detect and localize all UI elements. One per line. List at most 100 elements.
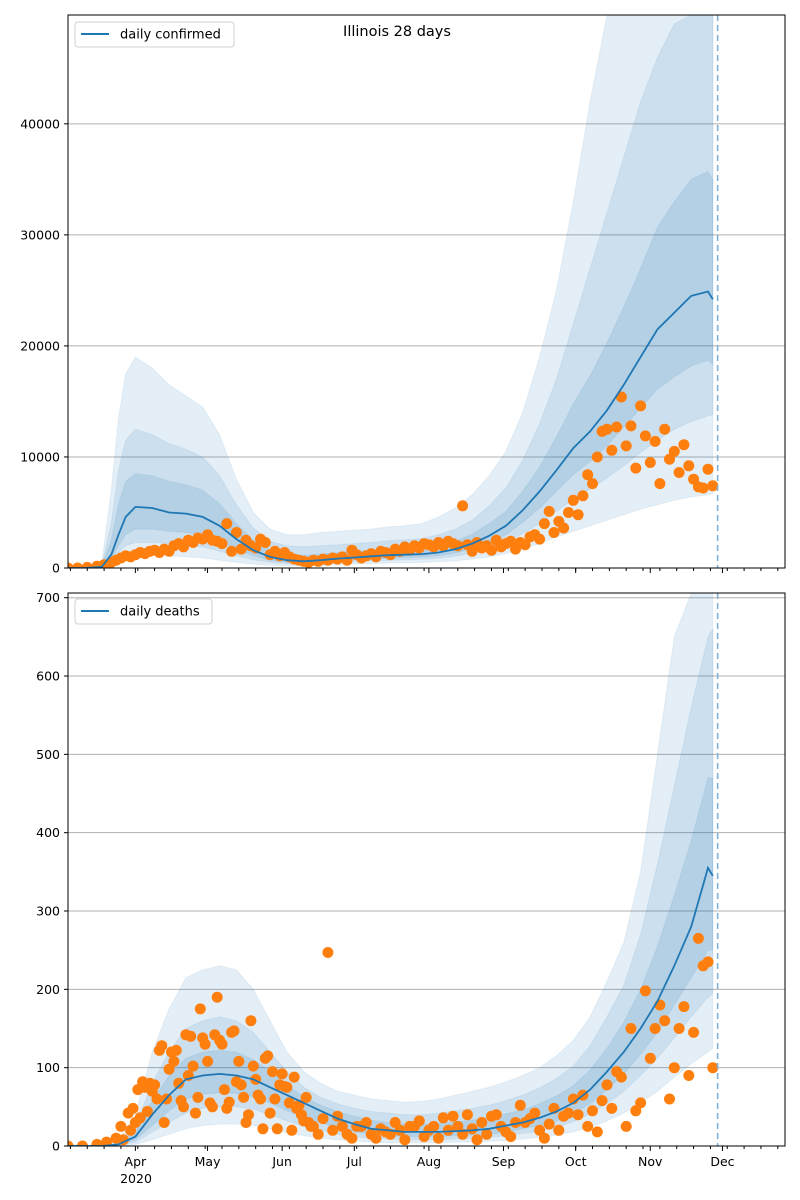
y-tick-label: 200 bbox=[36, 982, 60, 997]
observed-point bbox=[187, 1060, 199, 1072]
y-axis: 0 10000 20000 30000 40000 bbox=[20, 116, 68, 576]
observed-point bbox=[601, 423, 613, 435]
observed-point bbox=[370, 1132, 382, 1144]
observed-points bbox=[68, 391, 719, 568]
observed-point bbox=[267, 1066, 278, 1078]
observed-point bbox=[668, 445, 680, 457]
observed-point bbox=[327, 1124, 339, 1136]
observed-point bbox=[639, 430, 651, 442]
observed-point bbox=[156, 1040, 168, 1052]
x-tick-label: Nov bbox=[638, 1154, 663, 1169]
x-year-label: 2020 bbox=[120, 1171, 152, 1186]
observed-point bbox=[173, 1077, 185, 1089]
observed-point bbox=[218, 1084, 230, 1096]
observed-point bbox=[582, 1120, 594, 1132]
observed-point bbox=[461, 1109, 473, 1121]
observed-point bbox=[158, 1117, 170, 1128]
observed-point bbox=[615, 1071, 627, 1083]
observed-point bbox=[644, 457, 656, 468]
observed-point bbox=[76, 1140, 88, 1146]
x-tick-label: Aug bbox=[417, 1154, 441, 1169]
observed-point bbox=[620, 1120, 632, 1132]
observed-point bbox=[664, 1093, 675, 1105]
x-tick-label: Apr bbox=[125, 1154, 147, 1169]
observed-point bbox=[117, 1134, 129, 1146]
observed-point bbox=[216, 538, 228, 550]
observed-point bbox=[707, 1062, 719, 1074]
observed-point bbox=[101, 1136, 112, 1146]
y-tick-label: 300 bbox=[36, 904, 60, 919]
panel-daily-deaths: 0 100 200 300 400 500 600 700 Apr May Jun Jul Aug Se… bbox=[36, 590, 786, 1186]
observed-point bbox=[538, 518, 550, 530]
observed-point bbox=[452, 1120, 464, 1132]
observed-point bbox=[394, 1124, 406, 1136]
observed-point bbox=[702, 956, 714, 968]
observed-point bbox=[288, 1071, 300, 1083]
observed-point bbox=[271, 1123, 283, 1135]
x-tick-label: Oct bbox=[565, 1154, 587, 1169]
observed-point bbox=[211, 991, 223, 1003]
observed-point bbox=[481, 1128, 493, 1140]
observed-point bbox=[591, 1126, 603, 1138]
legend: daily confirmed bbox=[74, 21, 235, 48]
observed-point bbox=[185, 1030, 197, 1042]
observed-point bbox=[630, 1105, 642, 1117]
observed-point bbox=[235, 1079, 247, 1091]
legend-box bbox=[74, 21, 235, 48]
observed-point bbox=[255, 1093, 266, 1105]
observed-point bbox=[360, 1117, 372, 1128]
observed-point bbox=[437, 1112, 449, 1124]
observed-point bbox=[635, 400, 647, 412]
x-tick-label: Dec bbox=[710, 1154, 734, 1169]
y-tick-label: 10000 bbox=[20, 449, 60, 464]
observed-point bbox=[281, 1081, 293, 1093]
observed-point bbox=[620, 440, 632, 452]
axes-frame bbox=[67, 14, 786, 569]
observed-point bbox=[558, 522, 570, 534]
observed-point bbox=[534, 1124, 546, 1136]
observed-point bbox=[170, 1044, 182, 1056]
observed-point bbox=[563, 507, 574, 518]
observed-point bbox=[514, 1099, 526, 1111]
observed-point bbox=[466, 545, 478, 557]
observed-point bbox=[226, 545, 238, 557]
observed-point bbox=[572, 509, 584, 521]
observed-point bbox=[245, 1015, 257, 1027]
observed-point bbox=[127, 1102, 139, 1114]
observed-point bbox=[68, 562, 74, 568]
legend: daily deaths bbox=[74, 598, 213, 625]
observed-point bbox=[702, 463, 714, 475]
observed-point bbox=[202, 1055, 214, 1067]
observed-point bbox=[582, 469, 594, 481]
x-axis-ticks bbox=[69, 1146, 779, 1151]
observed-point bbox=[553, 1124, 565, 1136]
observed-point bbox=[317, 1113, 329, 1125]
observed-point bbox=[630, 462, 642, 474]
observed-point bbox=[567, 494, 579, 506]
observed-point bbox=[307, 1120, 319, 1132]
observed-point bbox=[591, 451, 603, 463]
observed-point bbox=[81, 561, 93, 568]
observed-point bbox=[668, 1062, 680, 1074]
observed-point bbox=[433, 1132, 444, 1144]
y-tick-label: 600 bbox=[36, 669, 60, 684]
observed-point bbox=[683, 460, 695, 472]
observed-point bbox=[149, 1079, 161, 1091]
y-tick-label: 0 bbox=[52, 561, 60, 576]
y-axis: 0 100 200 300 400 500 600 700 bbox=[36, 590, 68, 1154]
observed-point bbox=[534, 533, 546, 545]
observed-point bbox=[194, 1003, 206, 1015]
observed-point bbox=[322, 947, 334, 958]
observed-point bbox=[300, 1091, 312, 1103]
observed-point bbox=[223, 1096, 235, 1108]
observed-point bbox=[673, 467, 685, 478]
observed-point bbox=[428, 1120, 440, 1132]
observed-point bbox=[697, 482, 709, 494]
panel-daily-confirmed: 0 10000 20000 30000 40000 Illinois 28 days d… bbox=[20, 14, 786, 576]
observed-point bbox=[457, 500, 469, 512]
observed-point bbox=[243, 1109, 254, 1121]
observed-point bbox=[264, 1107, 276, 1119]
observed-point bbox=[678, 439, 690, 451]
observed-point bbox=[346, 1132, 358, 1144]
observed-point bbox=[230, 527, 242, 538]
